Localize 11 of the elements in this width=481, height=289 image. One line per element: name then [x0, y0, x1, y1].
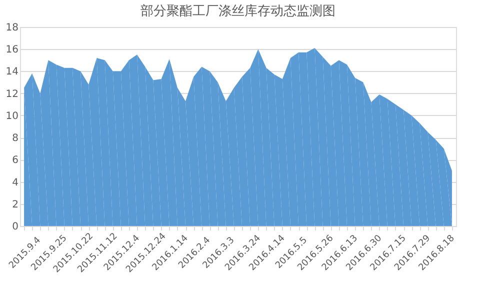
y-tick-label: 6 — [12, 155, 18, 166]
y-tick-label: 12 — [6, 88, 18, 100]
y-tick-label: 18 — [6, 22, 18, 34]
y-tick-label: 10 — [6, 110, 18, 122]
chart-title: 部分聚酯工厂涤丝库存动态监测图 — [140, 4, 336, 19]
y-tick-label: 14 — [6, 66, 18, 78]
y-tick-label: 0 — [12, 222, 18, 232]
y-tick-label: 2 — [12, 199, 18, 210]
y-tick-label: 4 — [12, 177, 18, 188]
y-tick-label: 16 — [6, 44, 18, 56]
y-tick-label: 8 — [12, 133, 18, 144]
